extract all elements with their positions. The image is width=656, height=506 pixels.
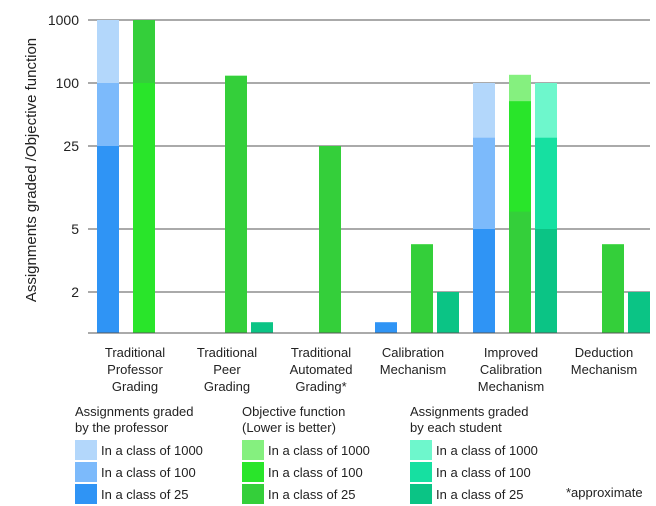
category-label: Automated	[290, 362, 353, 377]
legend-swatch	[75, 440, 97, 460]
category-label: Professor	[107, 362, 163, 377]
category-label: Peer	[213, 362, 241, 377]
legend-group-title: by the professor	[75, 420, 169, 435]
y-axis-label: Assignments graded /Objective function	[23, 38, 40, 302]
legend-label: In a class of 1000	[436, 443, 538, 458]
bar-g1-s2-c5	[602, 244, 624, 333]
category-label: Traditional	[197, 345, 257, 360]
legend-label: In a class of 25	[268, 487, 355, 502]
bar-g1-s1-c0	[133, 83, 155, 333]
category-label: Grading	[204, 379, 250, 394]
category-label: Mechanism	[380, 362, 446, 377]
legend-group-title: by each student	[410, 420, 502, 435]
bar-g2-s2-c1	[251, 322, 273, 333]
bar-g0-s2-c4	[473, 229, 495, 333]
axis: 1000 100 25 5 2	[48, 12, 650, 334]
legend-swatch	[410, 484, 432, 504]
bars	[97, 20, 650, 334]
legend-label: In a class of 1000	[268, 443, 370, 458]
approximate-note: *approximate	[566, 485, 643, 500]
category-label: Calibration	[382, 345, 444, 360]
legend-swatch	[75, 462, 97, 482]
category-label: Mechanism	[478, 379, 544, 394]
bar-g2-s2-c3	[437, 292, 459, 333]
y-tick-label: 2	[71, 284, 79, 300]
legend-group-title: (Lower is better)	[242, 420, 336, 435]
legend-label: In a class of 1000	[101, 443, 203, 458]
legend-label: In a class of 100	[436, 465, 531, 480]
legend-swatch	[242, 484, 264, 504]
legend-swatch	[410, 462, 432, 482]
y-tick-label: 100	[56, 75, 80, 91]
bar-g1-s2-c4	[509, 211, 531, 333]
legend-label: In a class of 100	[101, 465, 196, 480]
legend-swatch	[242, 462, 264, 482]
category-label: Deduction	[575, 345, 634, 360]
y-tick-label: 5	[71, 221, 79, 237]
category-label: Improved	[484, 345, 538, 360]
bar-g0-s2-c0	[97, 146, 119, 333]
legend-label: In a class of 100	[268, 465, 363, 480]
legend-label: In a class of 25	[101, 487, 188, 502]
bar-g1-s2-c1	[225, 75, 247, 334]
legend-swatch	[410, 440, 432, 460]
category-label: Mechanism	[571, 362, 637, 377]
legend-swatch	[242, 440, 264, 460]
bar-g0-s2-c3	[375, 322, 397, 333]
category-label: Grading*	[295, 379, 346, 394]
legend-swatch	[75, 484, 97, 504]
category-label: Calibration	[480, 362, 542, 377]
bar-g1-s2-c2	[319, 146, 341, 333]
bar-g1-s2-c3	[411, 244, 433, 333]
legend-label: In a class of 25	[436, 487, 523, 502]
category-label: Traditional	[105, 345, 165, 360]
legend-group-title: Assignments graded	[410, 404, 529, 419]
y-tick-label: 25	[63, 138, 79, 154]
y-tick-label: 1000	[48, 12, 79, 28]
category-label: Traditional	[291, 345, 351, 360]
bar-g2-s2-c4	[535, 229, 557, 333]
category-label: Grading	[112, 379, 158, 394]
legend-group-title: Objective function	[242, 404, 345, 419]
grid-lines	[88, 19, 650, 293]
category-labels: Traditional Professor Grading Traditional Pe…	[105, 345, 637, 394]
legend-group-title: Assignments graded	[75, 404, 194, 419]
bar-g2-s2-c5	[628, 292, 650, 333]
